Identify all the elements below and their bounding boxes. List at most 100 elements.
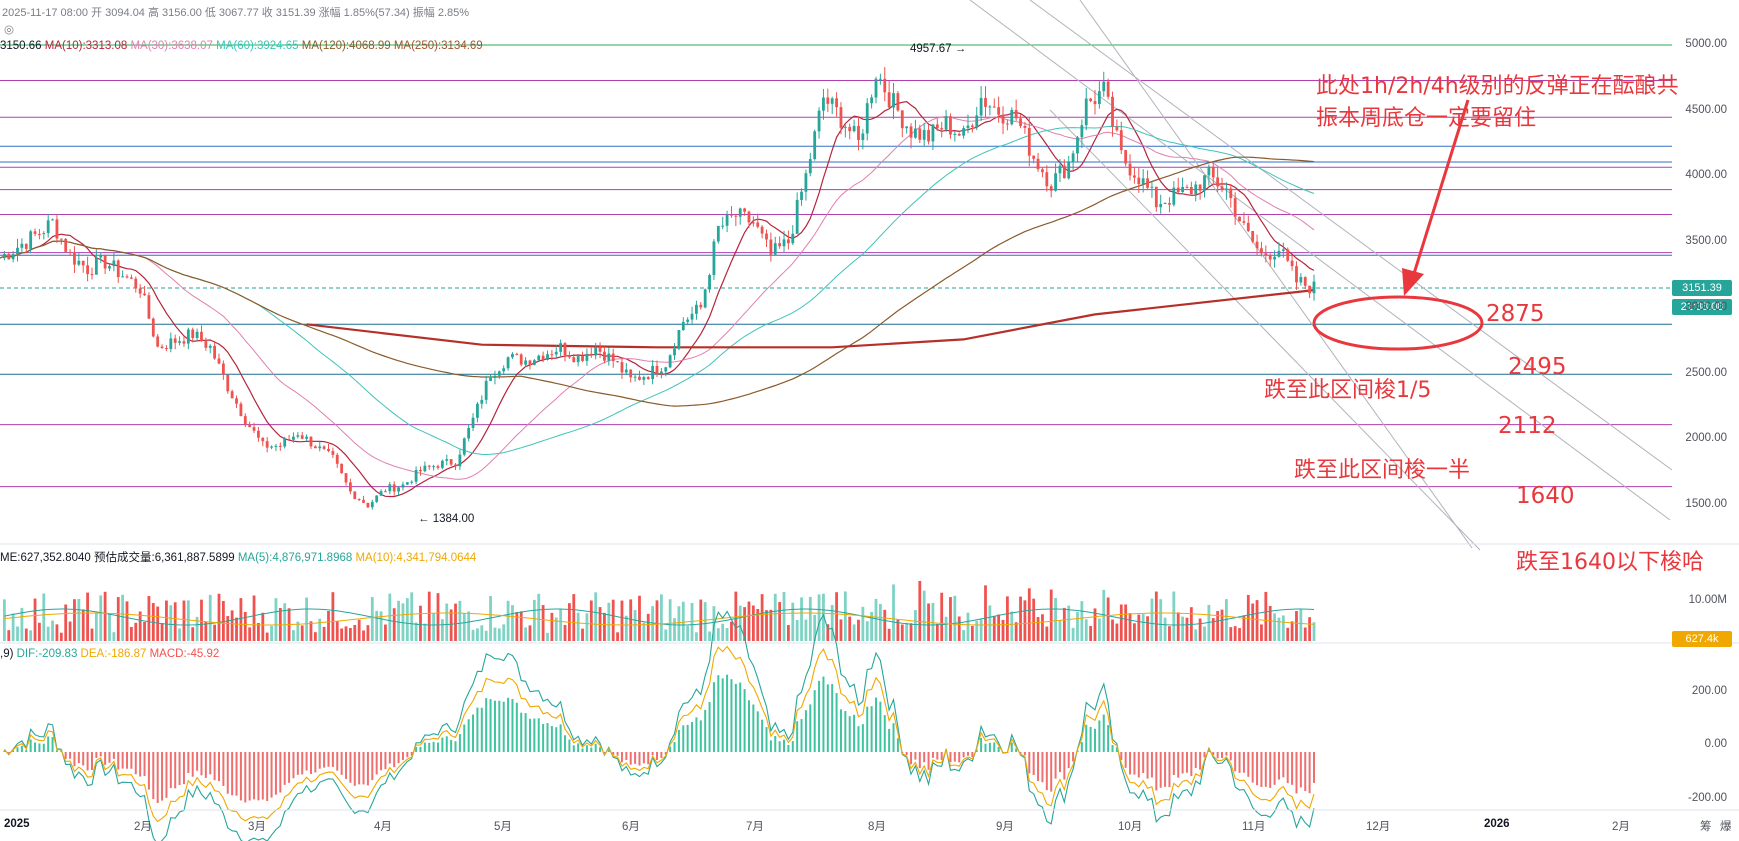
chip-distribution-button[interactable]: 筹 — [1700, 821, 1712, 833]
volume-bar-104 — [454, 603, 457, 641]
candle-body-289 — [1264, 253, 1268, 256]
macd-hist-269 — [1177, 752, 1180, 778]
ma-field-5: MA(250):3134.69 — [393, 40, 483, 52]
volume-bar-158 — [690, 602, 694, 641]
volume-bar-171 — [747, 601, 751, 641]
volume-bar-248 — [1084, 619, 1088, 641]
macd-hist-273 — [1194, 752, 1197, 768]
macd-hist-280 — [1225, 752, 1228, 756]
macd-hist-277 — [1212, 752, 1215, 755]
volume-bar-90 — [392, 608, 396, 641]
candle-body-166 — [725, 214, 729, 226]
ohlc-info-line: 2025-11-17 08:00 开 3094.04 高 3156.00 低 3… — [2, 4, 469, 20]
candle-body-207 — [905, 126, 909, 129]
candle-body-121 — [528, 360, 532, 365]
volume-bar-230 — [1006, 596, 1009, 641]
macd-hist-268 — [1172, 752, 1175, 775]
liquidation-button[interactable]: 爆 — [1720, 821, 1732, 833]
candle-body-264 — [1154, 186, 1158, 208]
macd-hist-138 — [603, 752, 606, 754]
volume-bar-87 — [379, 611, 383, 641]
macd-hist-232 — [1015, 748, 1018, 752]
candle-body-65 — [283, 439, 287, 447]
volume-bar-256 — [1119, 604, 1123, 641]
volume-bar-41 — [178, 628, 181, 641]
macd-hist-160 — [699, 720, 702, 752]
high-price-value: 4957.67 — [910, 43, 952, 55]
candle-body-19 — [81, 260, 85, 266]
candle-body-292 — [1277, 250, 1281, 257]
candle-body-176 — [769, 239, 773, 255]
candle-body-293 — [1281, 249, 1285, 251]
macd-hist-128 — [559, 724, 562, 752]
ma-line-60 — [0, 125, 1315, 456]
volume-bar-203 — [887, 628, 891, 641]
macd-hist-131 — [572, 745, 575, 752]
volume-bar-211 — [922, 590, 926, 641]
candle-body-31 — [134, 278, 138, 289]
macd-hist-50 — [218, 752, 220, 782]
macd-hist-46 — [200, 752, 203, 776]
candle-body-100 — [436, 466, 440, 468]
candle-body-204 — [892, 93, 895, 108]
volume-axis-tick: 10.00M — [1688, 594, 1727, 606]
macd-hist-110 — [480, 707, 483, 752]
volume-bar-59 — [257, 622, 260, 641]
macd-hist-134 — [585, 745, 588, 752]
candle-body-173 — [756, 222, 760, 227]
volume-bar-291 — [1273, 613, 1276, 641]
volume-bar-232 — [1014, 622, 1018, 641]
volume-bar-128 — [559, 608, 563, 641]
volume-bar-216 — [944, 616, 948, 641]
candle-body-227 — [992, 106, 996, 108]
macd-hist-62 — [270, 752, 273, 798]
macd-hist-284 — [1242, 752, 1245, 773]
volume-bar-152 — [664, 629, 668, 641]
volume-bar-215 — [940, 592, 944, 641]
volume-bar-36 — [156, 606, 160, 641]
volume-bar-106 — [462, 613, 466, 641]
volume-bar-167 — [730, 621, 733, 641]
candle-body-237 — [1036, 158, 1040, 170]
macd-hist-291 — [1273, 752, 1276, 785]
volume-bar-157 — [686, 625, 690, 641]
macd-hist-190 — [831, 684, 834, 752]
annotation-arrow-shaft — [1410, 99, 1470, 281]
macd-hist-38 — [165, 752, 168, 798]
candle-body-117 — [511, 353, 514, 358]
price-axis-tick-3: 3500.00 — [1685, 235, 1727, 248]
candle-body-66 — [287, 439, 291, 441]
volume-bar-34 — [147, 596, 151, 641]
volume-bar-198 — [865, 621, 869, 641]
candle-body-127 — [554, 351, 558, 355]
volume-bar-266 — [1163, 617, 1167, 641]
eye-icon[interactable]: ◎ — [4, 24, 15, 36]
volume-bar-298 — [1303, 627, 1307, 641]
trendline-3 — [1049, 109, 1481, 551]
candle-body-196 — [857, 125, 860, 141]
candle-body-231 — [1010, 109, 1014, 125]
candle-body-296 — [1295, 266, 1298, 283]
macd-hist-193 — [844, 711, 847, 752]
candle-body-186 — [813, 131, 817, 160]
macd-hist-211 — [923, 752, 926, 763]
volume-field-3: MA(10):4,341,794.0644 — [355, 552, 477, 564]
volume-bar-297 — [1299, 608, 1303, 641]
candle-body-26 — [112, 260, 116, 267]
time-axis-tick-5: 6月 — [622, 821, 640, 833]
macd-hist-21 — [90, 752, 93, 770]
candle-body-295 — [1290, 260, 1294, 267]
candle-body-218 — [953, 133, 957, 135]
candle-body-93 — [405, 482, 409, 485]
macd-hist-125 — [546, 723, 549, 752]
candle-body-198 — [865, 103, 869, 134]
macd-hist-85 — [371, 752, 374, 781]
macd-hist-52 — [226, 752, 229, 794]
zone-note-one-fifth: 跌至此区间梭1/5 — [1264, 378, 1432, 403]
volume-bar-117 — [511, 605, 514, 641]
candle-body-20 — [86, 265, 89, 275]
macd-hist-250 — [1094, 728, 1096, 752]
candle-body-171 — [747, 211, 751, 223]
macd-hist-148 — [647, 752, 650, 765]
